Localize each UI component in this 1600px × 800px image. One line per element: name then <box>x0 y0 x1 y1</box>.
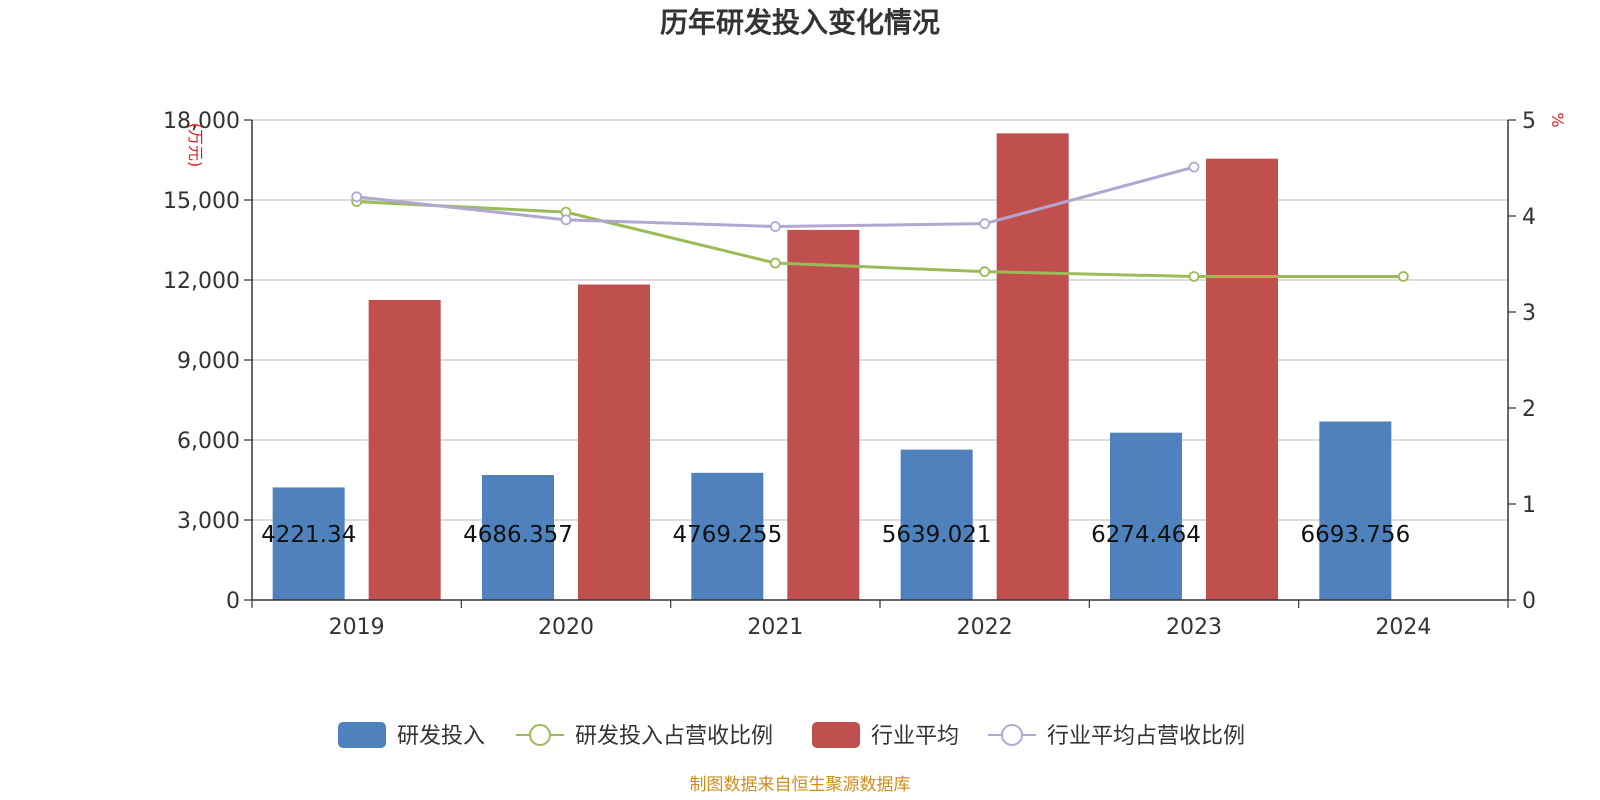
grid <box>252 119 1508 521</box>
left-tick-label: 3,000 <box>177 509 240 534</box>
bar-industry-average <box>578 284 650 600</box>
left-tick-label: 15,000 <box>163 189 240 214</box>
left-tick-label: 0 <box>226 589 240 614</box>
legend-marker <box>1001 724 1023 746</box>
bar-data-label: 6693.756 <box>1300 522 1410 548</box>
legend-swatch <box>338 722 386 748</box>
legend-label: 行业平均 <box>871 724 959 749</box>
line-point <box>769 221 781 232</box>
line-point <box>1188 271 1200 282</box>
line-point <box>979 218 991 230</box>
right-tick-label: 1 <box>1522 493 1536 518</box>
bar-industry-average <box>787 229 860 600</box>
legend-item-industry-ratio[interactable]: 行业平均占营收比例 <box>988 724 1245 749</box>
line-rd-ratio <box>356 200 1404 278</box>
x-tick-label: 2024 <box>1375 615 1431 640</box>
bars <box>272 133 1392 601</box>
x-tick-label: 2019 <box>329 615 385 640</box>
x-tick-label: 2023 <box>1166 615 1222 640</box>
legend-swatch <box>812 722 860 748</box>
x-tick-label: 2020 <box>538 615 594 640</box>
left-tick-label: 18,000 <box>163 109 240 134</box>
right-tick-label: 0 <box>1522 589 1536 614</box>
x-tick-label: 2021 <box>747 615 803 640</box>
chart-title: 历年研发投入变化情况 <box>660 6 940 39</box>
legend-label: 研发投入 <box>397 724 485 749</box>
bar-rd-investment <box>272 487 345 600</box>
left-tick-label: 9,000 <box>177 349 240 374</box>
source-note: 制图数据来自恒生聚源数据库 <box>690 775 911 795</box>
right-tick-label: 2 <box>1522 397 1536 422</box>
legend-marker <box>529 724 551 746</box>
right-axis-unit: % <box>1548 112 1567 127</box>
right-tick-label: 5 <box>1522 109 1536 134</box>
line-point <box>979 266 991 278</box>
line-point <box>560 214 572 226</box>
left-tick-label: 12,000 <box>163 269 240 294</box>
bar-data-label: 4769.255 <box>672 522 782 548</box>
data-labels: 4221.34 4686.357 4769.255 5639.021 6274.464 6… <box>261 522 1410 548</box>
lines <box>351 161 1409 282</box>
legend: 研发投入 研发投入占营收比例 行业平均 行业平均占营收比例 <box>338 722 1245 749</box>
line-point <box>351 191 363 203</box>
bar-data-label: 4221.34 <box>261 522 356 548</box>
bar-rd-investment <box>900 449 973 600</box>
legend-item-rd-investment[interactable]: 研发投入 <box>338 722 485 749</box>
left-tick-label: 6,000 <box>177 429 240 454</box>
bar-rd-investment <box>482 475 554 600</box>
legend-label: 行业平均占营收比例 <box>1047 724 1245 749</box>
bar-industry-average <box>1206 158 1278 600</box>
line-point <box>769 257 781 269</box>
axes: 0 3,000 6,000 9,000 12,000 15,000 18,000 0 1 2 3 4 5… <box>163 109 1536 640</box>
line-point <box>1397 271 1409 282</box>
bar-data-label: 6274.464 <box>1091 522 1201 548</box>
line-point <box>1188 161 1200 173</box>
legend-item-rd-ratio[interactable]: 研发投入占营收比例 <box>516 724 773 749</box>
right-tick-label: 4 <box>1522 205 1536 230</box>
right-tick-label: 3 <box>1522 301 1536 326</box>
bar-data-label: 4686.357 <box>463 522 573 548</box>
bar-rd-investment <box>1110 432 1182 600</box>
bar-data-label: 5639.021 <box>882 522 992 548</box>
legend-label: 研发投入占营收比例 <box>575 724 773 749</box>
legend-item-industry-average[interactable]: 行业平均 <box>812 722 959 749</box>
left-axis-unit: (万元) <box>186 123 205 168</box>
x-tick-label: 2022 <box>957 615 1013 640</box>
bar-rd-investment <box>691 472 764 600</box>
bar-industry-average <box>368 300 441 600</box>
bar-rd-investment <box>1319 421 1392 600</box>
